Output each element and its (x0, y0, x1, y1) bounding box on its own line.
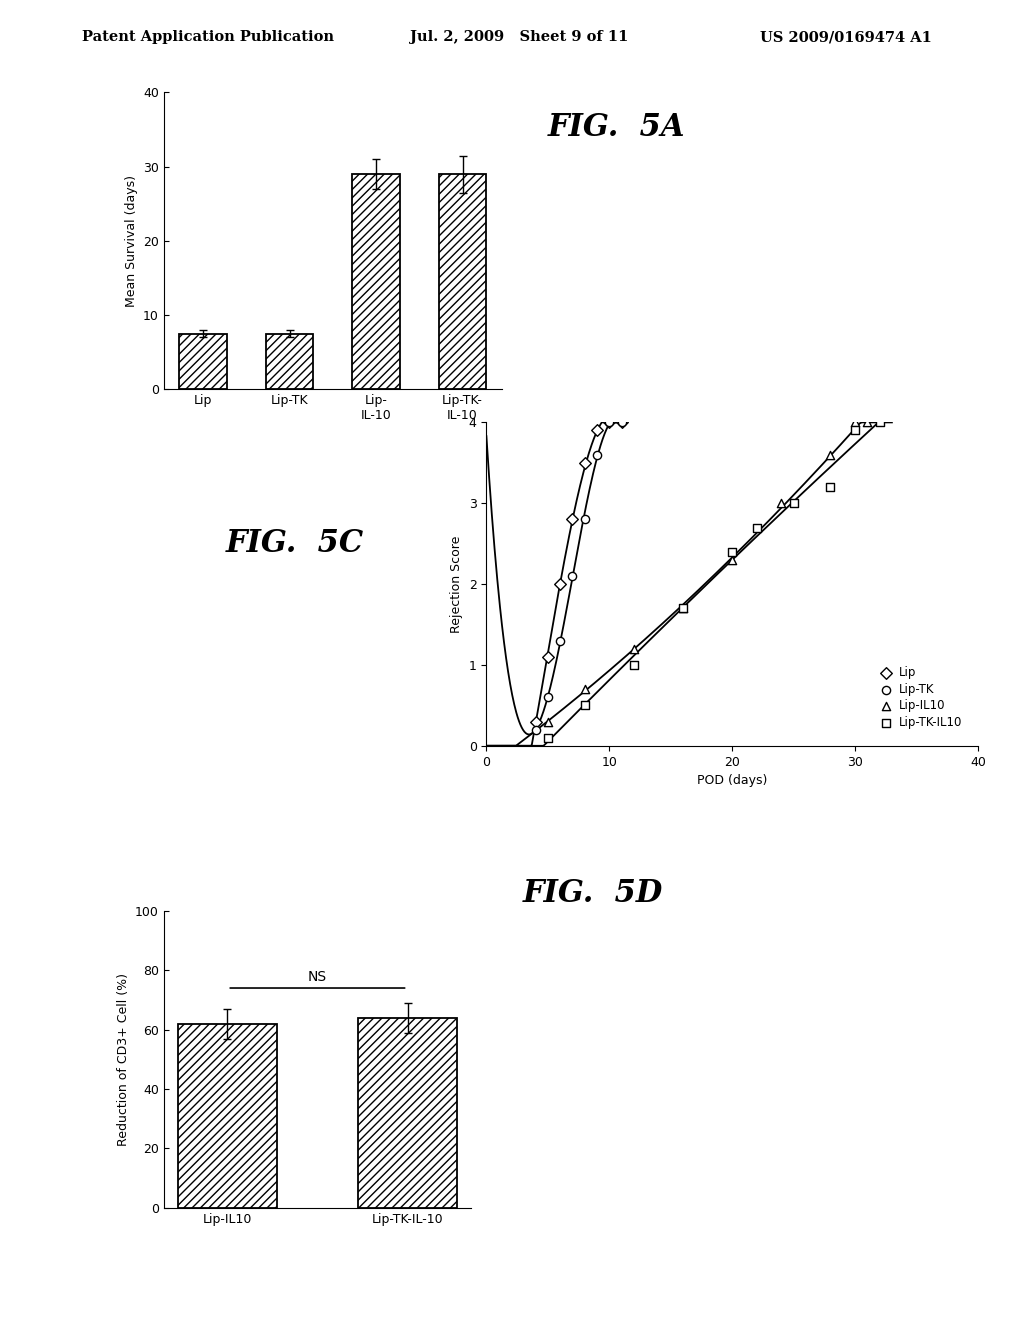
Lip (564, 510, 581, 531)
Lip-TK-IL10 (847, 420, 863, 441)
Lip-IL10 (859, 412, 876, 433)
Lip (540, 647, 556, 668)
Text: FIG.  5D: FIG. 5D (522, 878, 663, 908)
Lip-TK-IL10 (626, 655, 642, 676)
Lip-TK-IL10 (871, 412, 888, 433)
Lip-TK (564, 565, 581, 586)
Y-axis label: Reduction of CD3+ Cell (%): Reduction of CD3+ Cell (%) (117, 973, 130, 1146)
Lip (601, 412, 617, 433)
Y-axis label: Mean Survival (days): Mean Survival (days) (125, 176, 137, 308)
Bar (178, 1024, 276, 1208)
Bar (358, 1018, 457, 1208)
Lip-TK-IL10 (540, 727, 556, 748)
Lip-TK (601, 412, 617, 433)
Lip-TK (589, 444, 605, 466)
Text: FIG.  5A: FIG. 5A (548, 112, 685, 143)
Lip-TK-IL10 (675, 598, 691, 619)
Lip-IL10 (577, 678, 593, 700)
Lip-IL10 (724, 549, 740, 570)
Text: FIG.  5C: FIG. 5C (225, 528, 364, 558)
Lip (552, 573, 568, 594)
Bar (352, 174, 399, 389)
Lip-IL10 (540, 711, 556, 733)
Bar (179, 334, 226, 389)
Lip-TK-IL10 (577, 694, 593, 715)
Lip-IL10 (626, 638, 642, 659)
Lip (577, 453, 593, 474)
Lip-TK-IL10 (749, 517, 765, 539)
Lip (527, 711, 544, 733)
Text: Patent Application Publication: Patent Application Publication (82, 30, 334, 45)
Lip-TK-IL10 (724, 541, 740, 562)
Lip-TK-IL10 (822, 477, 839, 498)
Lip-IL10 (675, 598, 691, 619)
Lip-IL10 (773, 492, 790, 513)
Lip (589, 420, 605, 441)
Text: Jul. 2, 2009   Sheet 9 of 11: Jul. 2, 2009 Sheet 9 of 11 (410, 30, 628, 45)
Lip-TK-IL10 (785, 492, 802, 513)
Lip-IL10 (822, 444, 839, 466)
Text: US 2009/0169474 A1: US 2009/0169474 A1 (760, 30, 932, 45)
Bar (266, 334, 313, 389)
Lip-IL10 (847, 412, 863, 433)
Lip-TK (577, 510, 593, 531)
Lip-TK (527, 719, 544, 741)
Lip-TK (613, 412, 630, 433)
Legend: Lip, Lip-TK, Lip-IL10, Lip-TK-IL10: Lip, Lip-TK, Lip-IL10, Lip-TK-IL10 (874, 661, 967, 734)
Lip (613, 412, 630, 433)
Bar (439, 174, 486, 389)
Lip-TK (540, 686, 556, 708)
Text: NS: NS (308, 970, 327, 983)
Y-axis label: Rejection Score: Rejection Score (451, 536, 463, 632)
Lip-TK (552, 630, 568, 651)
X-axis label: POD (days): POD (days) (697, 774, 767, 787)
